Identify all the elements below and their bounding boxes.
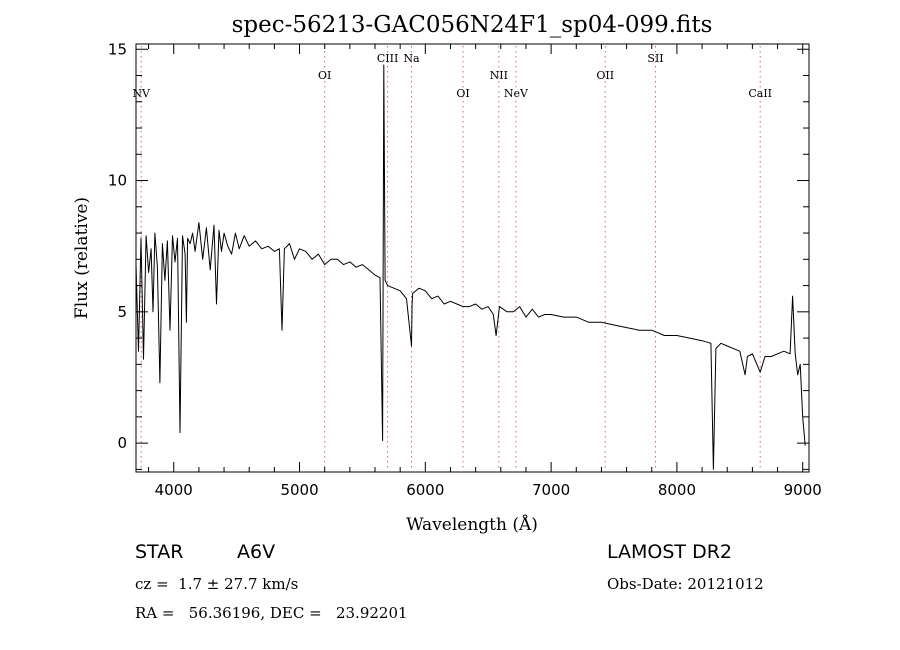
- y-tick-label: 0: [117, 434, 127, 452]
- line-marker-label: OII: [596, 69, 614, 82]
- x-tick-label: 6000: [406, 481, 444, 499]
- line-marker-label: Na: [403, 52, 420, 65]
- coordinates-text: RA = 56.36196, DEC = 23.92201: [135, 604, 408, 622]
- line-marker-layer: NV OI CIII Na OI NII NeV OII SII CaII: [132, 46, 772, 471]
- line-marker-label: CIII: [377, 52, 398, 65]
- x-tick-label: 9000: [784, 481, 822, 499]
- line-marker-label: NeV: [504, 87, 529, 100]
- line-marker-label: OI: [456, 87, 469, 100]
- line-marker-label: NV: [132, 87, 151, 100]
- y-tick-label: 15: [108, 40, 127, 58]
- spectrum-series-0: [136, 64, 806, 470]
- x-tick-label: 7000: [532, 481, 570, 499]
- axis-layer: 4000 5000 6000 7000 8000 9000 0 5 10 15: [108, 40, 822, 499]
- chart-title: spec-56213-GAC056N24F1_sp04-099.fits: [232, 12, 713, 38]
- series-layer: [136, 64, 806, 470]
- obs-date-text: Obs-Date: 20121012: [607, 575, 764, 593]
- y-axis-label: Flux (relative): [72, 197, 92, 319]
- x-tick-label: 5000: [280, 481, 318, 499]
- line-marker-label: NII: [490, 69, 508, 82]
- survey-name: LAMOST DR2: [607, 541, 732, 563]
- line-marker-label: SII: [647, 52, 663, 65]
- redshift-text: cz = 1.7 ± 27.7 km/s: [135, 575, 299, 593]
- x-tick-label: 4000: [155, 481, 193, 499]
- object-class: STAR: [135, 541, 184, 563]
- y-tick-label: 5: [117, 303, 127, 321]
- x-axis-label: Wavelength (Å): [406, 514, 538, 535]
- plot-frame: [135, 43, 810, 473]
- x-tick-label: 8000: [658, 481, 696, 499]
- object-subclass: A6V: [237, 541, 276, 563]
- line-marker-label: CaII: [748, 87, 772, 100]
- y-tick-label: 10: [108, 172, 127, 190]
- line-marker-label: OI: [318, 69, 331, 82]
